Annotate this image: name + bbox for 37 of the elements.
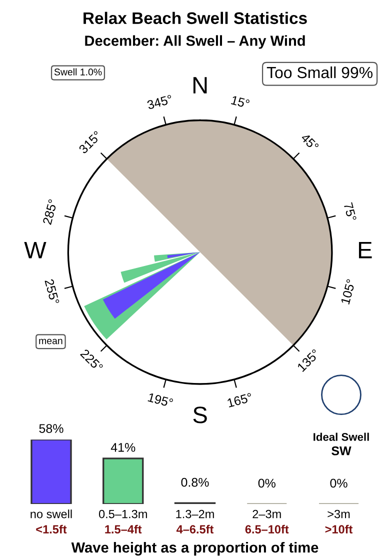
text: mean (39, 338, 62, 344)
text: 15° (230, 96, 250, 109)
x-tick-label: no swell (30, 510, 72, 518)
text: 75° (344, 202, 357, 222)
text: <1.5ft (36, 524, 67, 534)
text: 195° (148, 392, 174, 408)
text: 1.5–4ft (105, 524, 142, 534)
text: 165° (227, 392, 253, 408)
annotation: SW (332, 446, 352, 456)
text: Too Small 99% (266, 66, 372, 78)
data-label: 0% (258, 478, 276, 488)
x-axis-title: Wave height as a proportion of time (71, 542, 318, 556)
x-tick-label: 0.5–1.3m (98, 510, 147, 518)
data-label: 41% (110, 443, 136, 452)
annotation: Ideal Swell (314, 432, 369, 441)
data-label: 0.8% (181, 478, 209, 487)
text: 6.5–10ft (245, 524, 289, 534)
x-tick-label: 2–3m (252, 510, 281, 518)
text: 225° (80, 348, 104, 372)
x-tick-label: 1.3–2m (176, 510, 214, 518)
text: 45° (300, 132, 320, 152)
category-label: W (24, 242, 46, 258)
data-label: 0% (330, 478, 348, 488)
text: 105° (340, 278, 356, 304)
data-label: 58% (39, 424, 64, 433)
x-tick-label: >3m (328, 510, 350, 518)
text: 345° (146, 94, 173, 110)
text: 285° (42, 198, 58, 225)
text: >10ft (325, 524, 353, 534)
category-label: S (193, 406, 207, 424)
text: 255° (44, 278, 60, 305)
category-label: E (358, 242, 372, 258)
text: December: All Swell – Any Wind (85, 35, 305, 49)
category-label: N (193, 77, 207, 94)
text: Swell 1.0% (54, 68, 102, 76)
text: Relax Beach Swell Statistics (84, 12, 307, 24)
text: 4–6.5ft (176, 524, 214, 534)
